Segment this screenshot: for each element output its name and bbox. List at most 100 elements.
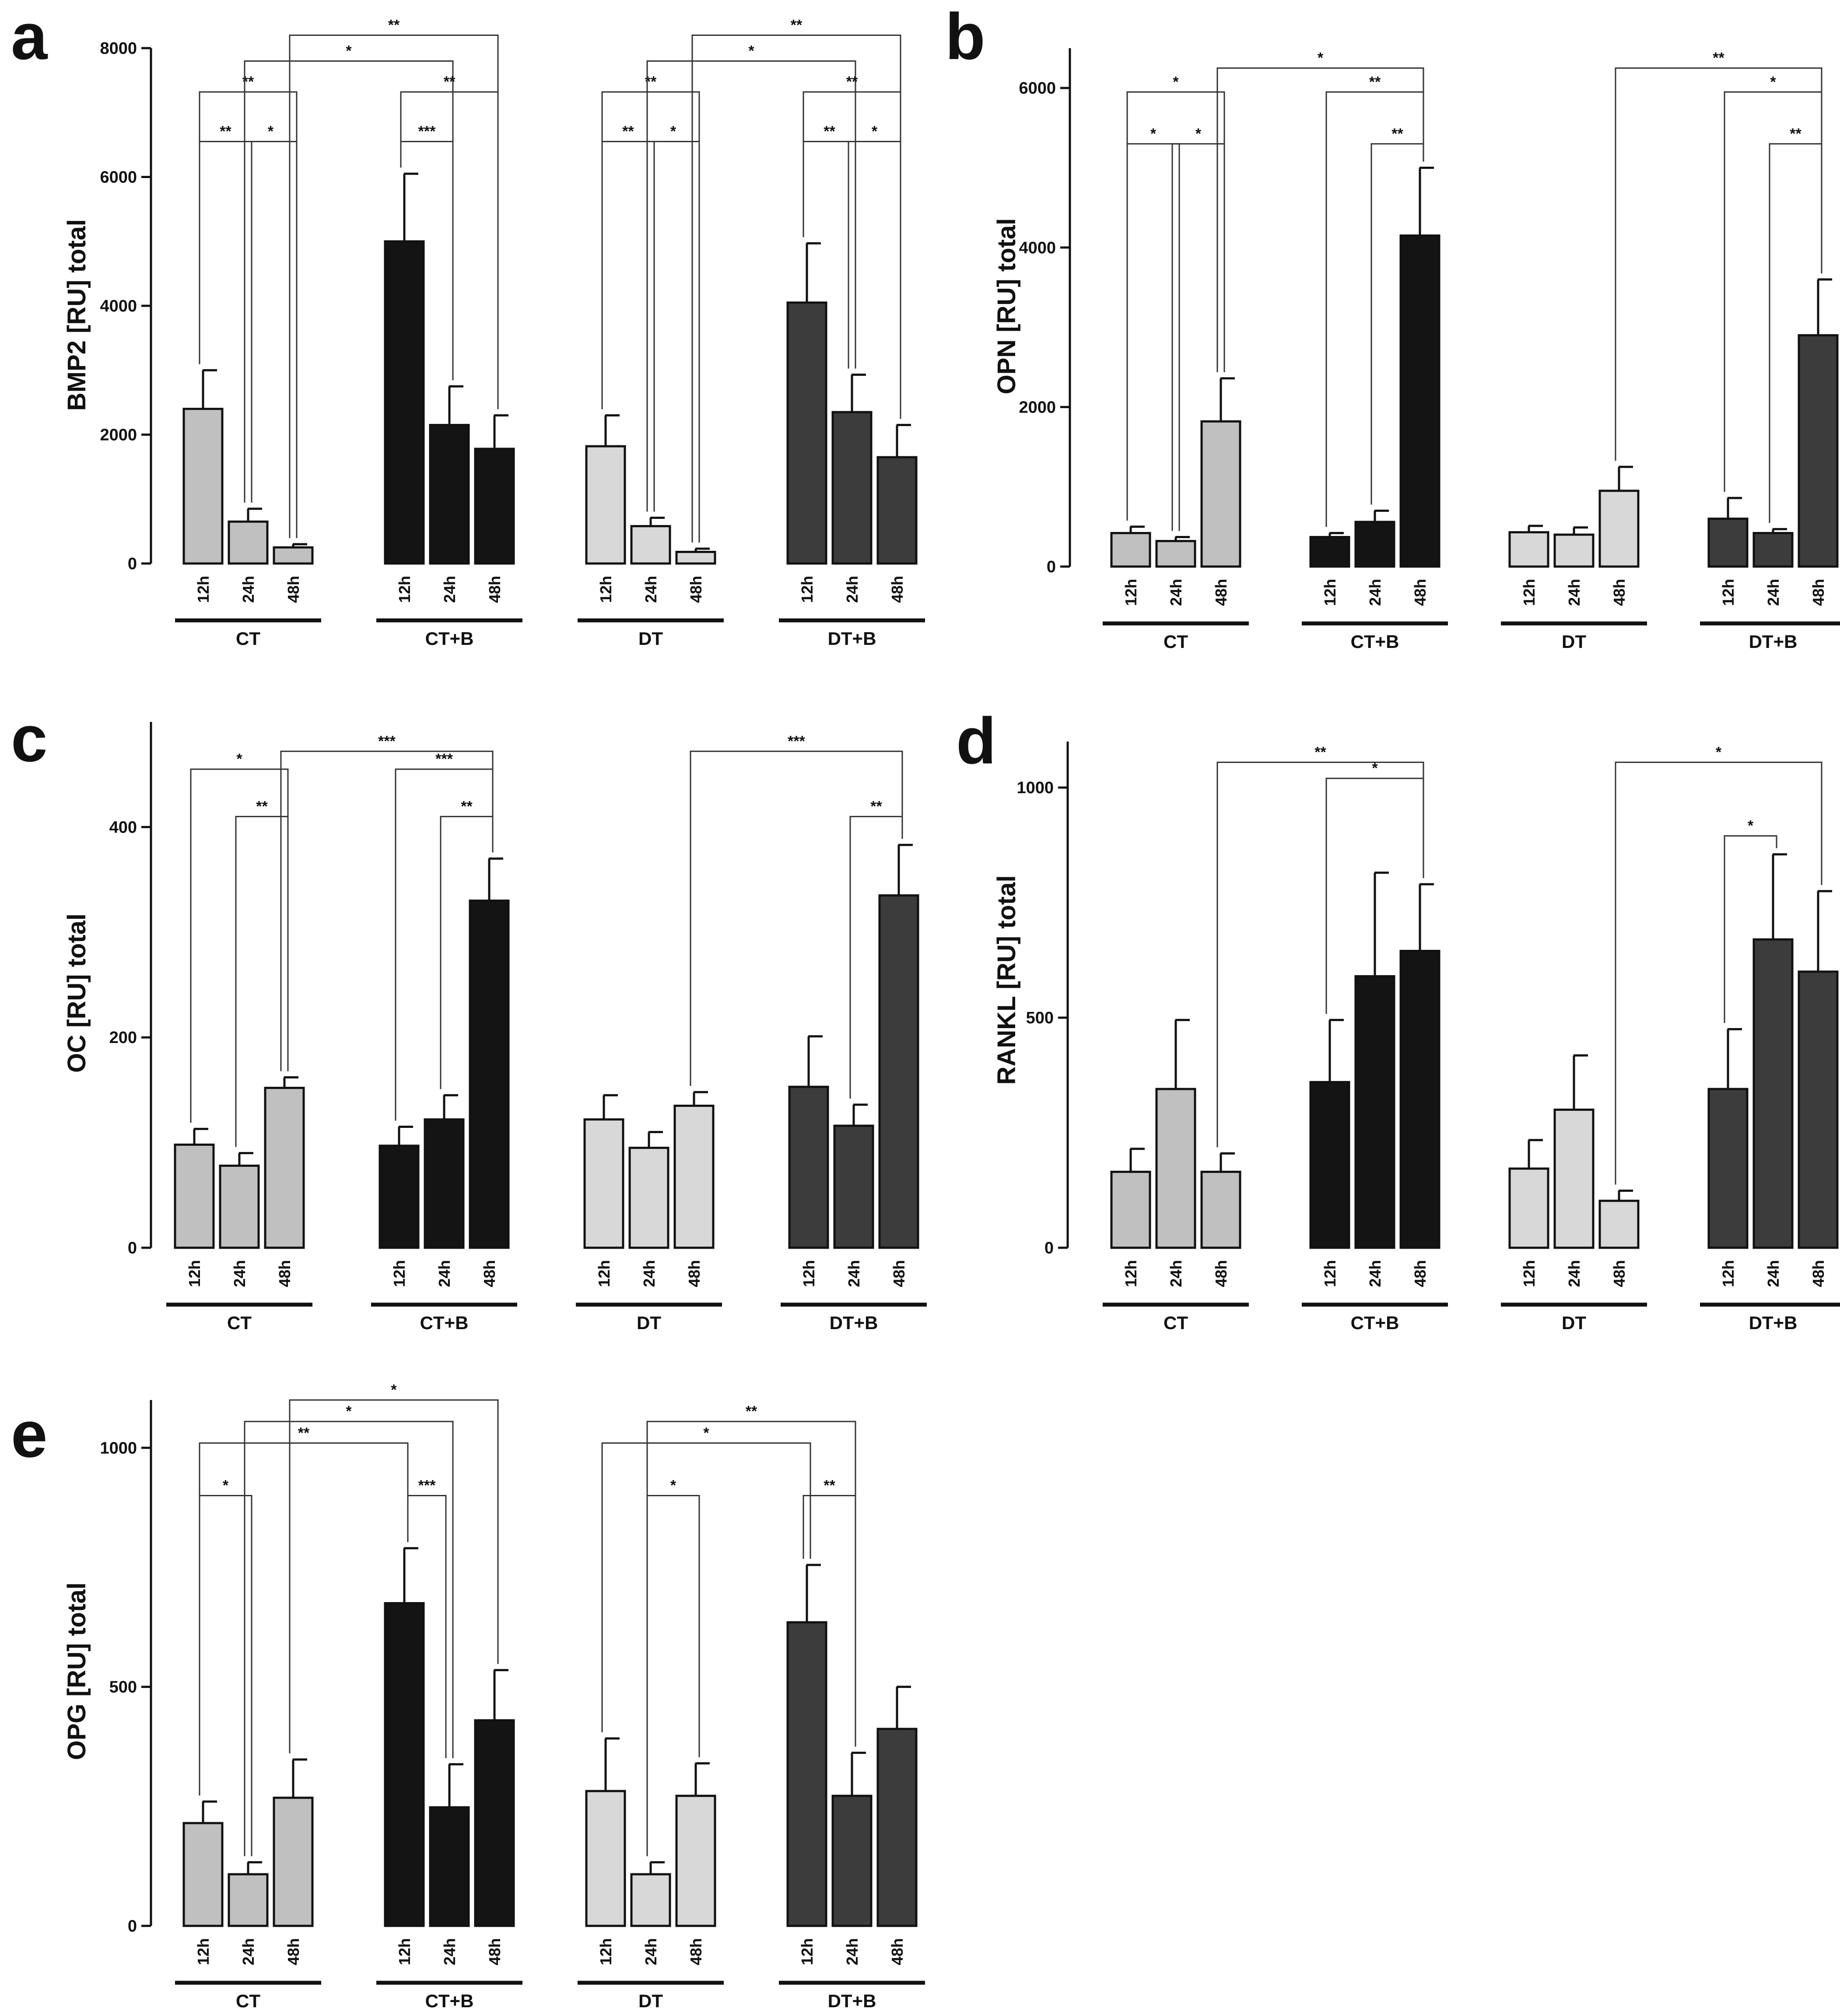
bar xyxy=(228,1873,269,1927)
x-tick-label: 24h xyxy=(843,576,861,603)
significance-label: * xyxy=(670,1477,676,1494)
bar xyxy=(1309,1081,1350,1249)
bar xyxy=(1553,533,1595,568)
significance-label: * xyxy=(1195,126,1202,142)
x-tick-label: 48h xyxy=(480,1260,498,1287)
bar xyxy=(219,1164,260,1249)
x-tick-label: 48h xyxy=(1610,1260,1628,1287)
significance-label: * xyxy=(670,123,676,140)
significance-bracket xyxy=(849,816,903,1099)
significance-label: ** xyxy=(824,123,835,140)
significance-bracket xyxy=(1724,835,1777,1023)
bar xyxy=(264,1087,305,1249)
bar xyxy=(876,1728,918,1927)
y-tick-label: 1000 xyxy=(1016,779,1054,797)
x-tick-label: 24h xyxy=(441,576,459,603)
x-tick-label: 12h xyxy=(194,1938,212,1965)
y-tick-label: 0 xyxy=(128,1917,137,1936)
significance-label: *** xyxy=(418,123,436,140)
significance-bracket xyxy=(803,91,901,419)
x-tick-label: 48h xyxy=(890,1260,908,1287)
bar xyxy=(585,445,626,565)
x-tick-label: 12h xyxy=(597,576,615,603)
x-tick-label: 24h xyxy=(642,1938,660,1965)
panel-e: e OPG [RU] total 0 500 1000 12h 24h 48h CT 12h 2… xyxy=(11,1382,925,2011)
y-tick-label: 4000 xyxy=(100,297,137,315)
significance-label: ** xyxy=(1314,744,1326,760)
x-tick-label: 48h xyxy=(1411,579,1429,606)
significance-label: ** xyxy=(746,1403,757,1420)
y-tick-label: 6000 xyxy=(1019,79,1056,98)
bar xyxy=(273,546,314,565)
y-tick-label: 8000 xyxy=(100,39,137,58)
x-tick-label: 12h xyxy=(390,1260,408,1287)
x-tick-label: 12h xyxy=(1719,1260,1737,1287)
bar xyxy=(1155,1088,1196,1249)
significance-bracket xyxy=(1769,143,1822,523)
significance-label: ** xyxy=(461,798,473,815)
bar xyxy=(675,550,716,565)
bar xyxy=(1798,970,1839,1249)
bar xyxy=(831,1795,873,1927)
x-tick-label: 24h xyxy=(642,576,660,603)
x-tick-label: 48h xyxy=(1809,579,1827,606)
group-label: DT xyxy=(638,1991,663,2011)
bar xyxy=(469,900,510,1249)
group-label: CT xyxy=(1164,631,1188,652)
significance-label: ** xyxy=(824,1477,835,1494)
panel-d: d RANKL [RU] total 0 500 1000 12h 24h 48h CT 12… xyxy=(956,704,1840,1333)
significance-bracket xyxy=(400,91,499,410)
bar xyxy=(675,1795,716,1927)
bar xyxy=(182,408,224,565)
bar xyxy=(182,1822,224,1927)
x-tick-label: 12h xyxy=(1321,579,1339,606)
significance-bracket xyxy=(1325,91,1424,527)
x-tick-label: 48h xyxy=(888,1938,906,1965)
bar xyxy=(1707,1088,1749,1249)
significance-bracket xyxy=(407,1495,447,1758)
y-tick-label: 2000 xyxy=(100,426,137,444)
significance-bracket xyxy=(601,1442,811,1732)
significance-label: ** xyxy=(1713,50,1724,66)
significance-label: ** xyxy=(444,74,456,90)
group-label: DT+B xyxy=(828,1991,876,2011)
significance-label: *** xyxy=(788,733,805,749)
bar xyxy=(1155,540,1196,568)
bar xyxy=(273,1796,314,1927)
panel-e-plot: 0 500 1000 12h 24h 48h CT 12h 24h 48h CT+B 12h 24h 48… xyxy=(100,1382,925,2011)
significance-label: *** xyxy=(435,751,453,767)
panel-d-plot: 0 500 1000 12h 24h 48h CT 12h 24h 48h CT+B 12h 24h 48… xyxy=(1016,742,1840,1333)
group-label: DT xyxy=(638,628,663,649)
x-tick-label: 48h xyxy=(685,1260,703,1287)
bar xyxy=(174,1143,215,1249)
significance-bracket xyxy=(440,816,494,1089)
x-tick-label: 12h xyxy=(1719,579,1737,606)
bar xyxy=(429,424,470,565)
x-tick-label: 24h xyxy=(1565,579,1583,606)
bar xyxy=(786,301,827,565)
y-tick-label: 500 xyxy=(1026,1009,1054,1027)
panel-b-plot: 0 2000 4000 6000 12h 24h 48h CT 12h 24h 48h CT+B 12h… xyxy=(1019,48,1840,652)
significance-label: * xyxy=(223,1477,229,1494)
x-tick-label: 24h xyxy=(845,1260,863,1287)
panel-b: b OPN [RU] total 0 2000 4000 6000 12h 24h 48h C… xyxy=(945,0,1840,652)
x-tick-label: 12h xyxy=(597,1938,615,1965)
group-label: DT+B xyxy=(828,628,876,649)
bar xyxy=(1598,1200,1640,1249)
group-label: CT xyxy=(1164,1312,1188,1333)
bar xyxy=(1707,518,1749,568)
bar xyxy=(1553,1108,1595,1249)
significance-bracket xyxy=(199,1442,409,1796)
bar xyxy=(585,1790,626,1927)
bar xyxy=(1309,536,1350,568)
x-tick-label: 12h xyxy=(1122,1260,1140,1287)
significance-label: ** xyxy=(256,798,268,815)
significance-label: * xyxy=(391,1382,397,1398)
bar xyxy=(1508,531,1549,568)
significance-label: * xyxy=(268,123,274,140)
bar xyxy=(1598,490,1640,568)
significance-label: ** xyxy=(870,798,882,815)
significance-bracket xyxy=(690,750,903,1086)
x-tick-label: 48h xyxy=(284,1938,302,1965)
